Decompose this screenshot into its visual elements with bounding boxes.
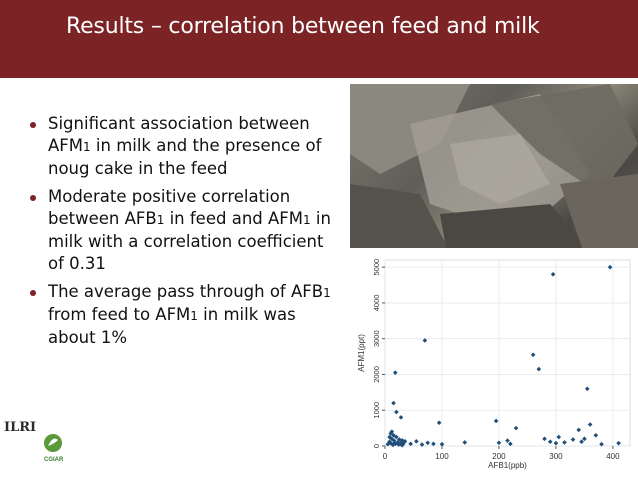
data-point: [392, 370, 398, 375]
data-point: [536, 366, 542, 372]
data-point: [394, 409, 399, 415]
data-point: [593, 432, 599, 438]
scatter-chart: 0 100 200 300 400 0 1000 2000 3000 4000 5000 AFB1(p…: [350, 248, 638, 479]
bullet-text: from feed to AFM: [48, 305, 191, 324]
logo-area: ILRI CGIAR: [4, 414, 64, 476]
data-point: [550, 272, 556, 277]
slide-title: Results – correlation between feed and m…: [66, 14, 540, 39]
data-point: [556, 434, 562, 440]
data-point: [570, 437, 576, 442]
data-point: [391, 438, 397, 443]
subscript-text: 1: [190, 309, 198, 323]
data-point: [553, 440, 559, 446]
bullet-text: in feed and AFM: [164, 209, 304, 228]
bullet-item: Moderate positive correlation between AF…: [26, 186, 344, 275]
bullet-text: in milk and the presence of noug cake in…: [48, 136, 322, 178]
data-point: [587, 422, 593, 427]
data-point: [582, 436, 587, 442]
bullet-text: in milk was about 1%: [48, 305, 296, 347]
data-point: [400, 441, 406, 447]
data-point: [396, 442, 401, 447]
plot-area: [384, 259, 631, 447]
x-tick-label: 0: [383, 452, 388, 461]
x-tick-label: 200: [492, 452, 506, 461]
data-point: [496, 440, 502, 446]
bullet-dot-icon: [30, 122, 36, 128]
y-tick-label: 4000: [372, 295, 381, 312]
data-point: [402, 439, 408, 444]
data-point: [439, 441, 445, 447]
x-tick-label: 100: [435, 452, 449, 461]
data-point: [396, 437, 402, 442]
noug-cake-photo: [350, 84, 638, 271]
data-point: [542, 436, 547, 442]
data-point: [508, 441, 513, 447]
cgiar-leaf-icon: [44, 434, 62, 452]
y-axis-label: AFM1(ppt): [357, 334, 366, 372]
bullet-item: The average pass through of AFB1 from fe…: [26, 281, 344, 349]
bullet-list: Significant association between AFM1 in …: [26, 113, 344, 355]
data-point: [462, 440, 468, 445]
data-point: [505, 438, 510, 443]
data-point: [562, 440, 567, 445]
data-point: [398, 415, 404, 420]
cgiar-logo: CGIAR: [44, 457, 64, 463]
data-point: [493, 418, 499, 424]
data-point: [579, 439, 584, 445]
data-point: [607, 264, 613, 270]
y-tick-label: 1000: [372, 402, 381, 419]
data-point: [391, 432, 396, 438]
scatter-plot-svg: 0 100 200 300 400010002000300040005000AFB1(p…: [357, 259, 631, 470]
bullet-text: Moderate positive correlation between AF…: [48, 187, 291, 228]
y-tick-label: 3000: [372, 330, 381, 347]
bullet-item: Significant association between AFM1 in …: [26, 113, 344, 180]
x-axis-label: AFB1(ppb): [488, 461, 527, 470]
data-point: [388, 440, 393, 446]
data-point: [399, 437, 405, 443]
subscript-text: 1: [156, 213, 165, 227]
data-point: [599, 441, 604, 447]
x-tick-label: 300: [549, 452, 563, 461]
data-point: [391, 400, 396, 406]
ilri-logo: ILRI: [4, 420, 37, 435]
bullet-text: in milk with a correlation coefficient o…: [48, 209, 331, 273]
y-tick-label: 2000: [372, 366, 381, 383]
slide-header: Results – correlation between feed and m…: [0, 0, 638, 78]
data-point: [389, 429, 395, 434]
subscript-text: 1: [323, 286, 331, 300]
data-point: [431, 441, 436, 447]
bullet-dot-icon: [30, 290, 36, 296]
data-point: [391, 441, 396, 447]
data-point: [616, 440, 621, 446]
data-point: [576, 427, 582, 433]
subscript-text: 1: [303, 213, 311, 227]
x-tick-label: 400: [606, 452, 620, 461]
bullet-text: The average pass through of AFB: [48, 282, 324, 301]
y-tick-label: 5000: [372, 259, 381, 276]
bullet-text: Significant association between AFM: [48, 114, 310, 155]
data-point: [584, 386, 590, 392]
bullet-dot-icon: [30, 195, 36, 201]
noug-cake-image: [350, 84, 638, 271]
data-point: [547, 439, 553, 445]
y-tick-label: 0: [372, 444, 381, 448]
subscript-text: 1: [83, 140, 91, 154]
